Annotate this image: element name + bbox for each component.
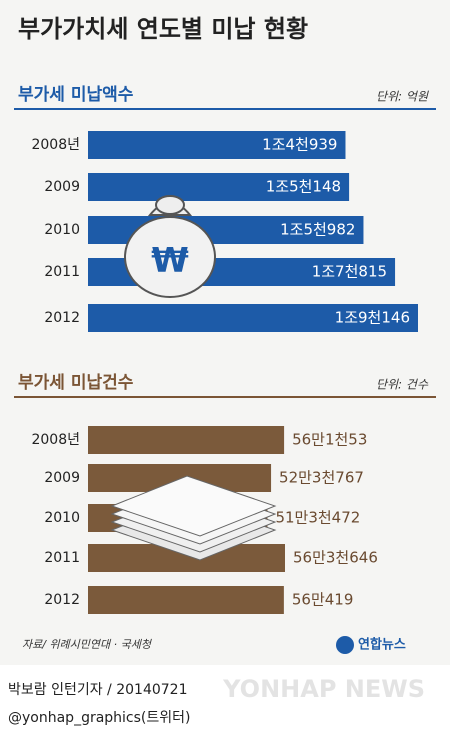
value-label: 1조7천815 <box>312 263 387 281</box>
y-tick-label: 2010 <box>44 222 80 238</box>
bar <box>88 586 284 614</box>
value-label: 52만3천767 <box>279 469 364 487</box>
y-tick-label: 2011 <box>44 550 80 566</box>
y-tick-label: 2012 <box>44 310 80 326</box>
y-tick-label: 2010 <box>44 510 80 526</box>
value-label: 51만3천472 <box>275 509 360 527</box>
y-tick-label: 2012 <box>44 592 80 608</box>
bar <box>88 131 346 159</box>
y-tick-label: 2011 <box>44 264 80 280</box>
twitter: @yonhap_graphics(트위터) <box>8 710 191 726</box>
unit-label: 단위: 억원 <box>376 90 429 104</box>
bar <box>88 304 418 332</box>
money-bag-icon: ₩ <box>124 195 216 298</box>
svg-text:₩: ₩ <box>151 241 189 281</box>
value-label: 56만419 <box>292 591 354 609</box>
value-label: 1조5천148 <box>266 178 341 196</box>
bar <box>88 426 285 454</box>
value-label: 56만1천53 <box>292 431 367 449</box>
source: 자료/ 위례시민연대 · 국세청 <box>22 638 153 651</box>
section-title: 부가세 미납건수 <box>18 373 134 393</box>
page-title: 부가가치세 연도별 미납 현황 <box>18 15 308 43</box>
watermark: YONHAP NEWS <box>222 675 425 703</box>
value-label: 56만3천646 <box>293 549 378 567</box>
value-label: 1조4천939 <box>262 136 337 154</box>
logo-mark <box>336 636 354 654</box>
paper-stack-icon <box>110 475 277 561</box>
unit-label: 단위: 건수 <box>376 378 429 392</box>
y-tick-label: 2009 <box>44 470 80 486</box>
value-label: 1조9천146 <box>335 309 410 327</box>
logo: 연합뉴스 <box>358 637 406 653</box>
y-tick-label: 2008년 <box>31 137 80 153</box>
credit: 박보람 인턴기자 / 20140721 <box>8 682 188 698</box>
section-title: 부가세 미납액수 <box>18 85 134 105</box>
bar <box>88 173 350 201</box>
value-label: 1조5천982 <box>280 221 355 239</box>
y-tick-label: 2009 <box>44 179 80 195</box>
y-tick-label: 2008년 <box>31 432 80 448</box>
